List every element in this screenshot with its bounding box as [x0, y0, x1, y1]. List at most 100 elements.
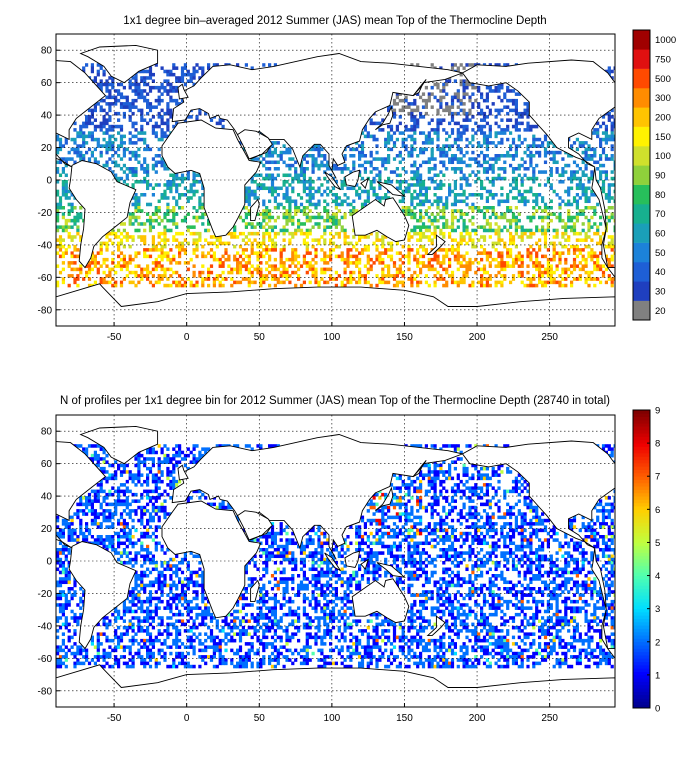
- data-cell: [122, 470, 126, 474]
- data-cell: [453, 111, 457, 116]
- data-cell: [384, 512, 388, 516]
- data-cell: [453, 193, 457, 197]
- data-cell: [314, 254, 318, 259]
- data-cell: [526, 199, 530, 204]
- data-cell: [148, 512, 153, 516]
- data-cell: [343, 167, 347, 171]
- data-cell: [268, 189, 272, 194]
- data-cell: [180, 283, 185, 288]
- data-cell: [575, 206, 579, 210]
- data-cell: [85, 118, 89, 122]
- data-cell: [140, 505, 144, 510]
- data-cell: [482, 212, 487, 216]
- data-cell: [514, 150, 518, 155]
- data-cell: [520, 111, 524, 116]
- data-cell: [99, 79, 103, 83]
- data-cell: [596, 241, 600, 246]
- data-cell: [355, 183, 359, 187]
- data-cell: [56, 137, 60, 142]
- colorbar-label: 500: [655, 74, 671, 85]
- data-cell: [419, 499, 423, 503]
- data-cell: [456, 92, 460, 96]
- data-cell: [419, 209, 423, 213]
- data-cell: [517, 251, 521, 255]
- data-cell: [419, 228, 423, 233]
- data-cell: [180, 218, 185, 223]
- data-cell: [183, 193, 187, 197]
- data-cell: [468, 63, 472, 67]
- data-cell: [578, 196, 582, 200]
- data-cell: [143, 193, 147, 197]
- data-cell: [442, 505, 446, 510]
- data-cell: [154, 98, 158, 103]
- data-cell: [471, 499, 475, 503]
- data-cell: [294, 248, 298, 252]
- data-cell: [105, 89, 109, 93]
- data-cell: [134, 199, 138, 204]
- data-cell: [212, 251, 216, 255]
- data-cell: [392, 283, 397, 288]
- data-cell: [241, 248, 245, 252]
- data-cell: [532, 283, 536, 288]
- data-cell: [497, 479, 501, 484]
- data-cell: [448, 121, 452, 126]
- data-cell: [413, 170, 417, 174]
- data-cell: [567, 225, 571, 229]
- data-cell: [140, 274, 144, 278]
- data-cell: [448, 470, 452, 474]
- data-cell: [363, 128, 367, 132]
- data-cell: [93, 105, 97, 109]
- data-cell: [453, 505, 457, 510]
- data-cell: [291, 235, 295, 239]
- data-cell: [430, 118, 434, 122]
- data-cell: [604, 137, 608, 142]
- data-cell: [535, 512, 539, 516]
- data-cell: [395, 499, 399, 503]
- data-cell: [465, 115, 469, 119]
- data-cell: [253, 238, 257, 242]
- data-cell: [134, 98, 138, 103]
- data-cell: [143, 457, 147, 461]
- mean-depth-panel: 1x1 degree bin–averaged 2012 Summer (JAS…: [38, 15, 677, 343]
- data-cell: [427, 235, 431, 239]
- data-cell: [407, 512, 411, 516]
- data-cell: [514, 196, 518, 200]
- data-cell: [314, 267, 318, 272]
- data-cell: [584, 257, 588, 262]
- data-cell: [526, 121, 530, 126]
- data-cell: [166, 82, 170, 87]
- data-cell: [340, 180, 344, 184]
- data-cell: [186, 499, 190, 503]
- coastline: [56, 44, 615, 326]
- data-cell: [442, 254, 446, 259]
- data-cell: [154, 264, 158, 268]
- data-cell: [439, 470, 443, 474]
- data-cell: [125, 470, 129, 474]
- data-cell: [407, 105, 411, 109]
- data-cell: [352, 235, 356, 239]
- data-cell: [262, 241, 266, 246]
- data-cell: [404, 105, 408, 109]
- data-cell: [564, 189, 568, 194]
- data-cell: [407, 189, 411, 194]
- data-cell: [604, 496, 608, 500]
- data-cell: [175, 238, 179, 242]
- data-cell: [192, 447, 196, 451]
- data-cell: [416, 154, 420, 158]
- data-cell: [302, 241, 306, 246]
- data-cell: [151, 283, 155, 288]
- data-cell: [111, 473, 115, 477]
- data-cell: [119, 463, 124, 468]
- data-cell: [561, 218, 565, 223]
- data-cell: [201, 492, 205, 497]
- data-cell: [134, 274, 138, 278]
- data-cell: [392, 277, 397, 281]
- data-cell: [459, 102, 463, 106]
- data-cell: [433, 502, 437, 507]
- data-cell: [151, 186, 155, 191]
- data-cell: [448, 512, 452, 516]
- data-cell: [593, 128, 597, 132]
- data-cell: [331, 212, 336, 216]
- data-cell: [459, 215, 463, 220]
- data-cell: [302, 189, 306, 194]
